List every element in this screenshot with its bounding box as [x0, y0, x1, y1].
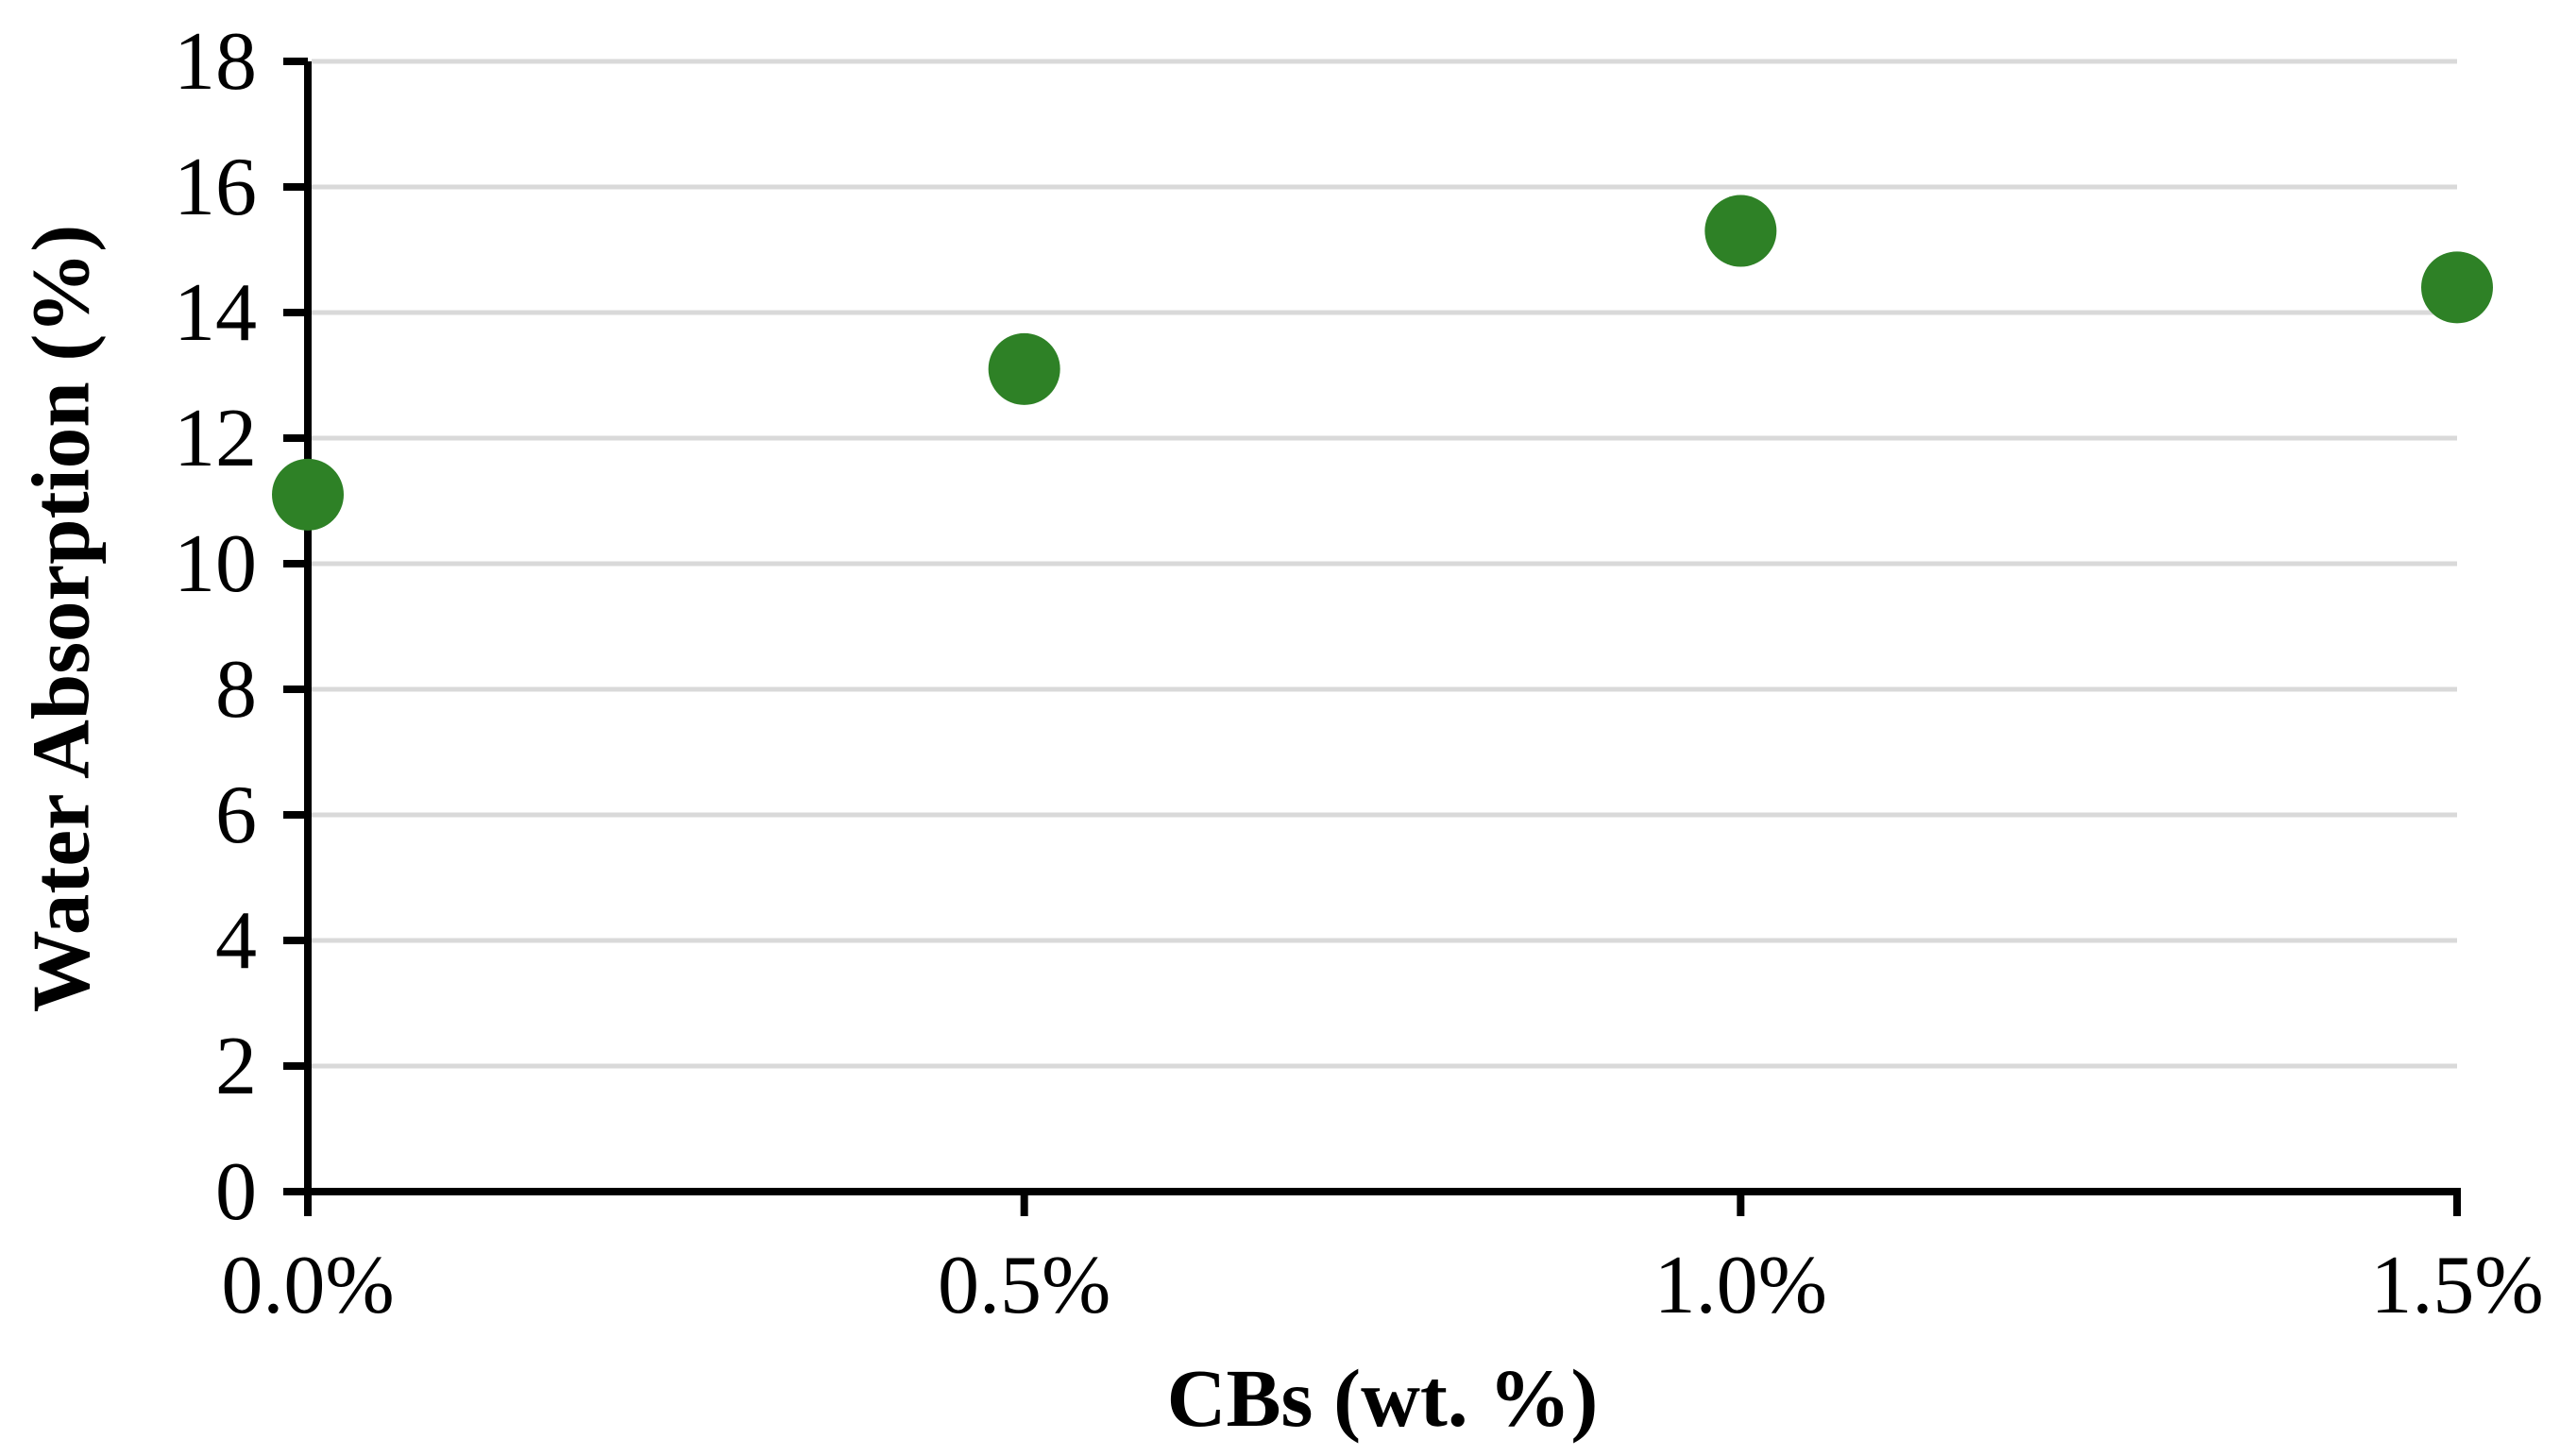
x-tick-label: 0.5% [938, 1240, 1110, 1331]
y-tick-label: 10 [174, 518, 257, 610]
y-tick-label: 18 [174, 16, 257, 108]
x-tick-label: 0.0% [221, 1240, 394, 1331]
x-tick-label: 1.5% [2370, 1240, 2543, 1331]
data-point [272, 458, 344, 531]
data-point [2421, 251, 2493, 324]
y-tick-label: 4 [215, 895, 257, 987]
data-point [1704, 195, 1777, 267]
data-point [988, 332, 1060, 405]
y-tick-label: 2 [215, 1021, 257, 1112]
y-tick-label: 16 [174, 142, 257, 233]
x-axis-title: CBs (wt. %) [1166, 1352, 1599, 1444]
y-tick-label: 8 [215, 644, 257, 736]
y-tick-label: 12 [174, 393, 257, 484]
x-tick-label: 1.0% [1654, 1240, 1827, 1331]
y-tick-label: 0 [215, 1146, 257, 1238]
y-tick-label: 6 [215, 770, 257, 861]
y-tick-label: 14 [174, 267, 257, 359]
y-axis-title: Water Absorption (%) [14, 224, 107, 1013]
